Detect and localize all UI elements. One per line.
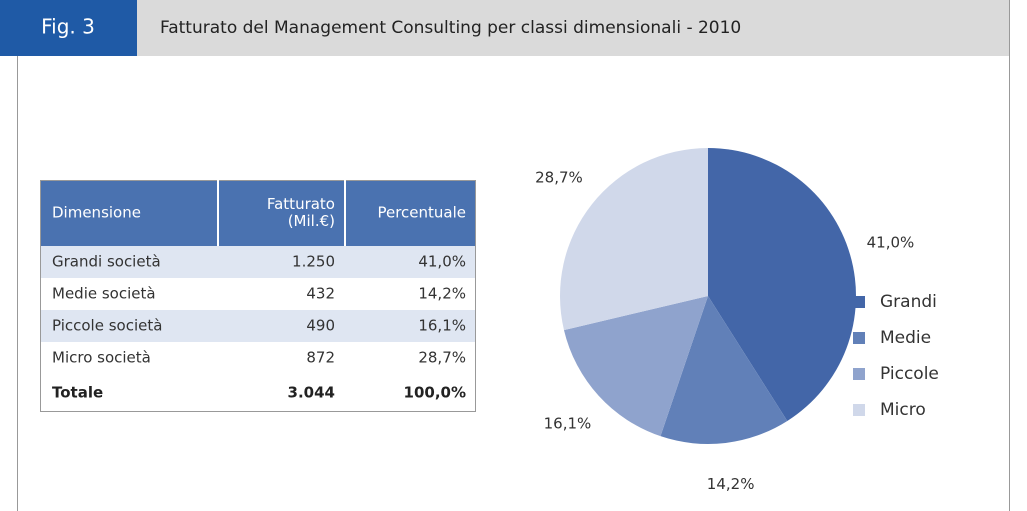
pie-slice [560,148,708,331]
table-cell: 1.250 [292,253,335,271]
column-header: Percentuale [377,204,466,222]
table-cell: Medie società [52,285,156,303]
table-row-bg [40,246,476,278]
legend-label: Grandi [880,292,937,312]
table-cell: 16,1% [418,317,466,335]
table-total: Totale [52,384,103,402]
table-cell: Micro società [52,349,151,367]
figure-title: Fatturato del Management Consulting per … [160,18,741,38]
table-total: 3.044 [288,384,335,402]
legend-swatch [853,296,865,308]
pie-slice [660,296,788,445]
column-header: Dimensione [52,204,141,222]
slice-label: 41,0% [867,233,915,251]
legend-swatch [853,368,865,380]
table-cell: Grandi società [52,253,161,271]
legend-swatch [853,404,865,416]
table-cell: 490 [306,317,335,335]
table-cell: 872 [306,349,335,367]
slice-label: 16,1% [544,414,592,432]
table-cell: 432 [306,285,335,303]
table-row-bg [40,342,476,374]
column-header: (Mil.€) [288,212,335,230]
legend-label: Medie [880,328,931,348]
table-cell: Piccole società [52,317,162,335]
pie-slice [563,296,708,437]
legend-label: Micro [880,400,926,420]
table-border [40,180,476,412]
legend-swatch [853,332,865,344]
title-bar [137,0,1010,56]
slice-label: 28,7% [535,169,583,187]
table-row-bg [40,310,476,342]
table-cell: 41,0% [418,253,466,271]
figure-tag [0,0,137,56]
legend-label: Piccole [880,364,939,384]
table: Dimensione Fatturato(Mil.€) Percentuale Gra… [40,180,476,412]
table-header-bg [40,180,476,246]
column-header: Fatturato [267,195,335,213]
table-cell: 28,7% [418,349,466,367]
table-total: 100,0% [404,384,466,402]
pie-slice [708,148,857,421]
slice-label: 14,2% [707,475,755,493]
table-row-bg [40,278,476,310]
figure-number: Fig. 3 [41,15,95,39]
table-cell: 14,2% [418,285,466,303]
pie-chart: 41,0% 14,2% 16,1% 28,7% Grandi Medie Piccole Mi… [535,148,939,493]
